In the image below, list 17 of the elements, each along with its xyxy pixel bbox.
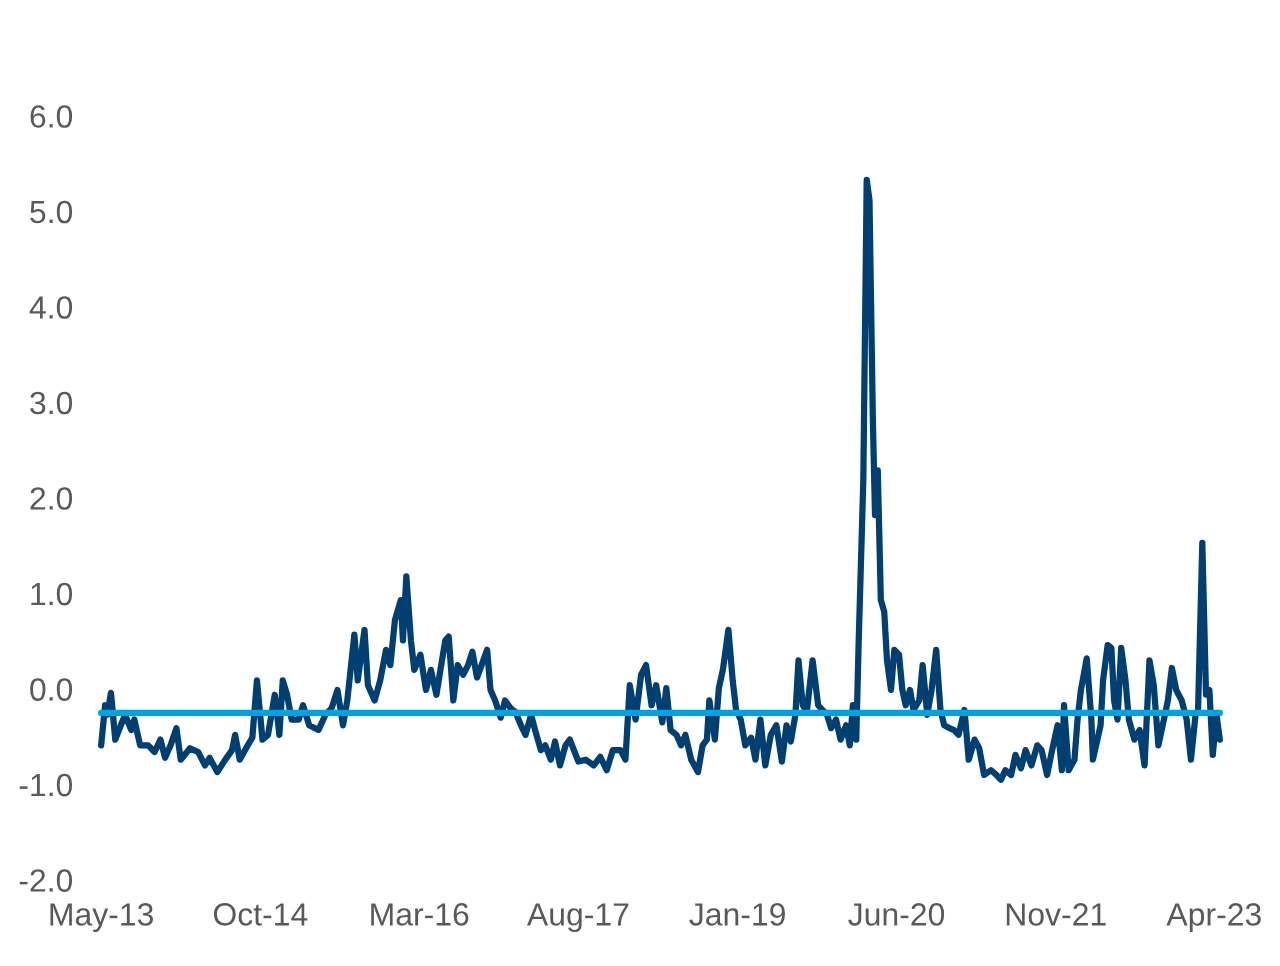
x-tick-label: Apr-23 [1166, 903, 1261, 933]
x-tick-label: Oct-14 [213, 903, 308, 926]
y-tick-label: 2.0 [30, 487, 73, 510]
x-tick-label: Jun-20 [848, 903, 945, 926]
x-tick-label: Mar-16 [371, 903, 469, 926]
y-tick-label: 4.0 [29, 296, 73, 319]
y-tick-label: -1.0 [19, 773, 73, 797]
x-tick-label: May-13 [50, 903, 153, 933]
x-tick-label: Nov-21 [1006, 903, 1106, 926]
y-tick-label: 5.0 [30, 200, 73, 224]
y-tick-label: 1.0 [31, 582, 73, 606]
y-tick-label: 6.0 [30, 105, 73, 128]
y-tick-label: 3.0 [30, 391, 73, 415]
x-tick-label: Aug-17 [526, 903, 629, 933]
y-tick-label: -2.0 [19, 869, 73, 892]
x-tick-label: Jan-19 [689, 903, 785, 926]
y-tick-label: 0.0 [30, 678, 73, 701]
